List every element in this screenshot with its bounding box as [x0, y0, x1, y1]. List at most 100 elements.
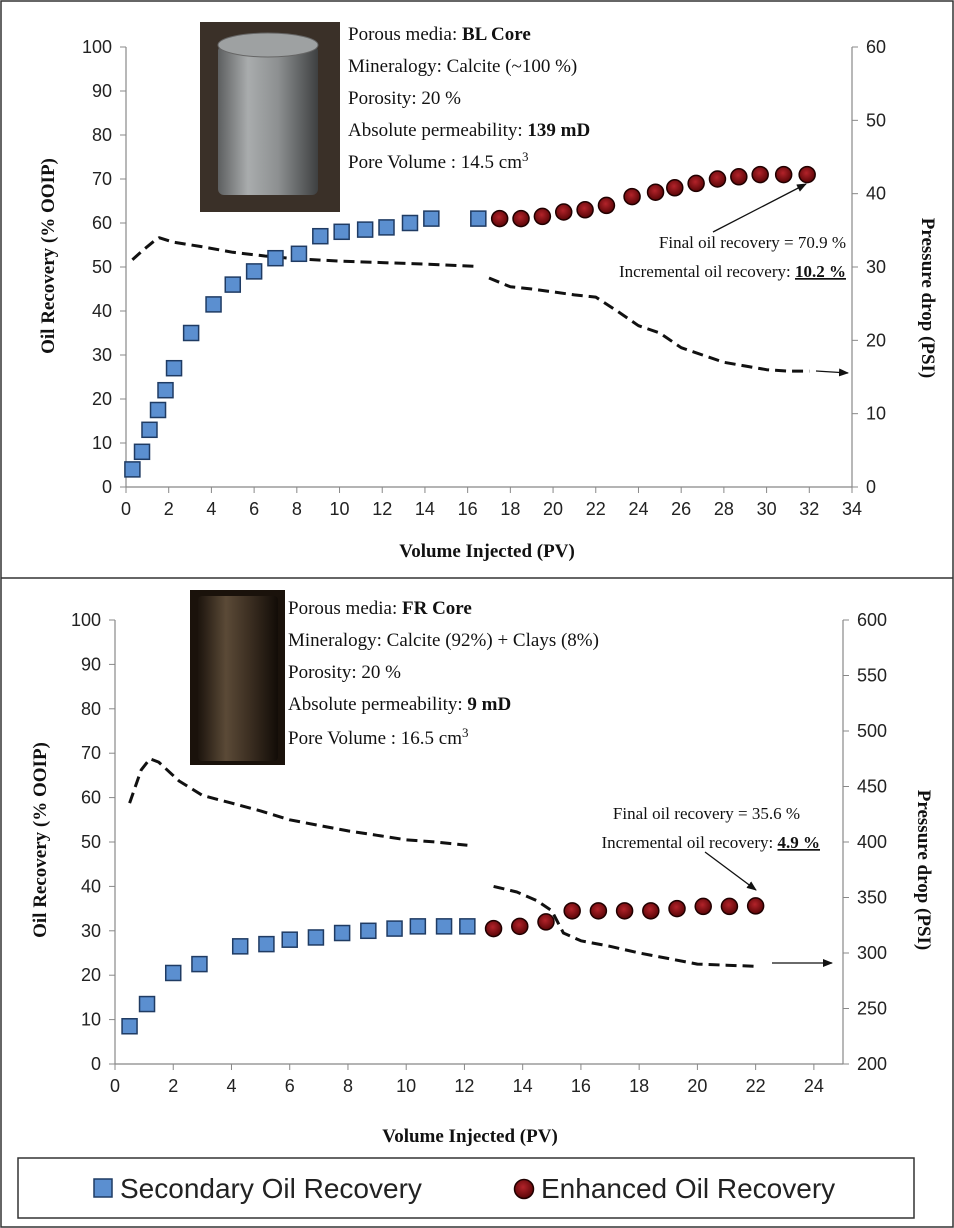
enhanced-recovery-point — [490, 209, 509, 228]
info-pore-volume: Pore Volume : 16.5 cm3 — [288, 725, 469, 749]
y-tick-label: 0 — [102, 477, 112, 497]
secondary-recovery-point — [267, 249, 284, 267]
secondary-recovery-point — [141, 421, 158, 439]
axis-ticks: 0 2 4 6 8 10 12 14 16 18 20 22 24 26 28 30 32 34010203040… — [82, 37, 886, 519]
enhanced-recovery-point — [597, 196, 616, 215]
info-pore-volume: Pore Volume : 14.5 cm3 — [348, 149, 529, 173]
annotation-arrow — [704, 851, 757, 891]
secondary-recovery-point — [138, 995, 156, 1013]
secondary-recovery-point — [281, 931, 298, 948]
y-tick-label: 30 — [81, 921, 101, 941]
y-tick-label: 40 — [92, 301, 112, 321]
y2-tick-label: 0 — [866, 477, 876, 497]
fr-core-photo — [190, 590, 285, 765]
x-tick-label: 8 — [292, 499, 302, 519]
y2-tick-label: 50 — [866, 110, 886, 130]
y-tick-label: 20 — [92, 389, 112, 409]
x-axis-title: Volume Injected (PV) — [399, 541, 575, 562]
y2-tick-label: 60 — [866, 37, 886, 57]
x-tick-label: 20 — [543, 499, 563, 519]
secondary-recovery-point — [121, 1018, 138, 1035]
x-tick-label: 4 — [226, 1076, 236, 1096]
recovery-points — [124, 165, 816, 478]
info-porous-media-value: FR Core — [402, 598, 472, 619]
y2-tick-label: 400 — [857, 832, 887, 852]
legend-secondary-label: Secondary Oil Recovery — [120, 1173, 422, 1204]
enhanced-recovery-point — [554, 203, 573, 221]
secondary-recovery-point — [164, 964, 182, 982]
secondary-recovery-point — [149, 401, 167, 419]
pressure-drop-lines — [131, 236, 810, 373]
secondary-recovery-point — [258, 935, 275, 953]
secondary-recovery-point — [386, 920, 403, 937]
x-axis-title: Volume Injected (PV) — [382, 1126, 558, 1147]
info-porosity: Porosity: 20 % — [348, 88, 461, 109]
enhanced-recovery-point — [623, 187, 641, 206]
annotation-incremental-value: 10.2 % — [795, 262, 846, 281]
y-tick-label: 10 — [92, 433, 112, 453]
y-axis-title: Oil Recovery (% OOIP) — [30, 742, 51, 938]
enhanced-recovery-point — [512, 209, 530, 228]
x-tick-label: 30 — [757, 499, 777, 519]
secondary-recovery-point — [290, 245, 308, 263]
enhanced-recovery-point — [668, 899, 686, 918]
x-tick-label: 34 — [842, 499, 862, 519]
secondary-recovery-point — [401, 214, 419, 232]
secondary-recovery-point — [124, 461, 141, 478]
enhanced-recovery-point — [774, 165, 793, 184]
y2-axis-title: Pressure drop (PSI) — [913, 790, 934, 950]
y2-tick-label: 450 — [857, 777, 887, 797]
x-tick-label: 0 — [121, 499, 131, 519]
x-tick-label: 16 — [571, 1076, 591, 1096]
secondary-recovery-point — [312, 227, 329, 245]
y-tick-label: 30 — [92, 345, 112, 365]
secondary-recovery-point — [360, 922, 377, 940]
y-tick-label: 40 — [81, 876, 101, 896]
info-permeability-value: 139 mD — [527, 120, 590, 141]
annotation-incremental-value: 4.9 % — [778, 833, 821, 852]
secondary-recovery-point — [378, 219, 395, 236]
y-tick-label: 60 — [81, 788, 101, 808]
annotation-final-recovery: Final oil recovery = 70.9 % — [659, 233, 846, 252]
pressure-drop-lines — [128, 757, 756, 968]
info-pore-volume-exp: 3 — [522, 149, 529, 164]
y2-tick-label: 250 — [857, 999, 887, 1019]
enhanced-recovery-point — [533, 207, 552, 226]
x-tick-label: 12 — [372, 499, 392, 519]
pressure-drop-line-enhanced — [493, 884, 756, 968]
info-porous-media: Porous media: FR Core — [288, 598, 472, 619]
info-porous-media: Porous media: BL Core — [348, 24, 531, 45]
legend-box — [17, 1157, 915, 1219]
x-tick-label: 14 — [415, 499, 435, 519]
info-permeability: Absolute permeability: 139 mD — [348, 120, 590, 141]
secondary-recovery-point — [205, 296, 222, 313]
x-tick-label: 6 — [249, 499, 259, 519]
enhanced-recovery-point — [751, 165, 769, 184]
y2-axis-title: Pressure drop (PSI) — [917, 218, 938, 378]
secondary-recovery-point — [245, 263, 263, 280]
x-tick-label: 32 — [799, 499, 819, 519]
y-tick-label: 70 — [81, 743, 101, 763]
legend: Secondary Oil Recovery Enhanced Oil Reco… — [17, 1157, 915, 1219]
info-mineralogy: Mineralogy: Calcite (~100 %) — [348, 56, 577, 77]
secondary-recovery-point — [470, 210, 487, 227]
chart-panel-fr-core: Porous media: FR Core Mineralogy: Calcit… — [30, 590, 934, 1147]
enhanced-recovery-point — [646, 183, 665, 201]
enhanced-recovery-point — [615, 902, 634, 920]
annotation-final-recovery: Final oil recovery = 35.6 % — [613, 804, 800, 823]
info-porous-media-value: BL Core — [462, 24, 531, 45]
y-tick-label: 60 — [92, 213, 112, 233]
x-tick-label: 2 — [168, 1076, 178, 1096]
y-tick-label: 80 — [92, 125, 112, 145]
x-tick-label: 18 — [629, 1076, 649, 1096]
x-tick-label: 26 — [671, 499, 691, 519]
y-tick-label: 0 — [91, 1054, 101, 1074]
y2-tick-label: 600 — [857, 610, 887, 630]
y2-tick-label: 20 — [866, 330, 886, 350]
y-tick-label: 100 — [71, 610, 101, 630]
enhanced-recovery-point — [694, 897, 712, 916]
y-tick-label: 50 — [92, 257, 112, 277]
x-tick-label: 16 — [458, 499, 478, 519]
y-tick-label: 10 — [81, 1010, 101, 1030]
